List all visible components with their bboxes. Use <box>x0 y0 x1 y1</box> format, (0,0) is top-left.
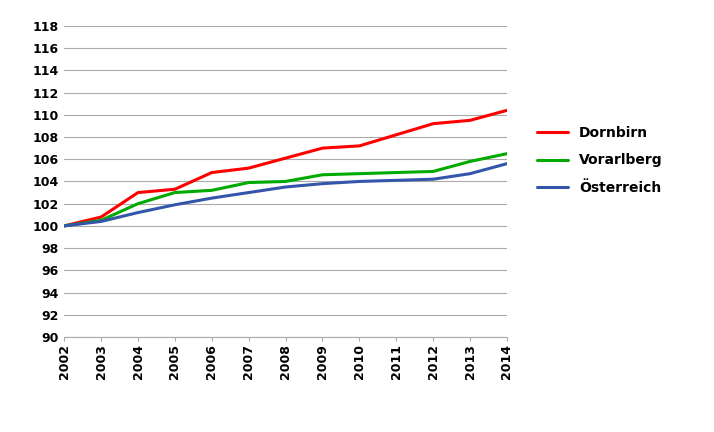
Vorarlberg <box>503 151 511 156</box>
Österreich <box>60 223 69 229</box>
Dornbirn <box>208 170 216 175</box>
Österreich <box>208 196 216 201</box>
Österreich <box>134 210 142 215</box>
Österreich <box>355 179 363 184</box>
Vorarlberg <box>171 190 179 195</box>
Österreich <box>392 178 401 183</box>
Line: Österreich: Österreich <box>64 164 507 226</box>
Line: Vorarlberg: Vorarlberg <box>64 154 507 226</box>
Österreich <box>97 219 106 224</box>
Dornbirn <box>392 132 401 137</box>
Dornbirn <box>244 165 253 171</box>
Dornbirn <box>281 156 290 161</box>
Dornbirn <box>355 143 363 149</box>
Österreich <box>466 171 474 176</box>
Line: Dornbirn: Dornbirn <box>64 110 507 226</box>
Vorarlberg <box>244 180 253 185</box>
Dornbirn <box>60 223 69 229</box>
Österreich <box>318 181 327 186</box>
Vorarlberg <box>281 179 290 184</box>
Vorarlberg <box>208 188 216 193</box>
Vorarlberg <box>466 159 474 164</box>
Vorarlberg <box>429 169 438 174</box>
Österreich <box>281 184 290 190</box>
Dornbirn <box>97 214 106 219</box>
Österreich <box>503 161 511 166</box>
Österreich <box>429 177 438 182</box>
Vorarlberg <box>355 171 363 176</box>
Dornbirn <box>503 108 511 113</box>
Vorarlberg <box>97 218 106 223</box>
Österreich <box>171 202 179 207</box>
Vorarlberg <box>392 170 401 175</box>
Vorarlberg <box>60 223 69 229</box>
Dornbirn <box>429 121 438 126</box>
Dornbirn <box>171 187 179 192</box>
Vorarlberg <box>134 201 142 206</box>
Dornbirn <box>318 146 327 151</box>
Vorarlberg <box>318 172 327 178</box>
Dornbirn <box>466 118 474 123</box>
Legend: Dornbirn, Vorarlberg, Österreich: Dornbirn, Vorarlberg, Österreich <box>532 120 668 201</box>
Dornbirn <box>134 190 142 195</box>
Österreich <box>244 190 253 195</box>
